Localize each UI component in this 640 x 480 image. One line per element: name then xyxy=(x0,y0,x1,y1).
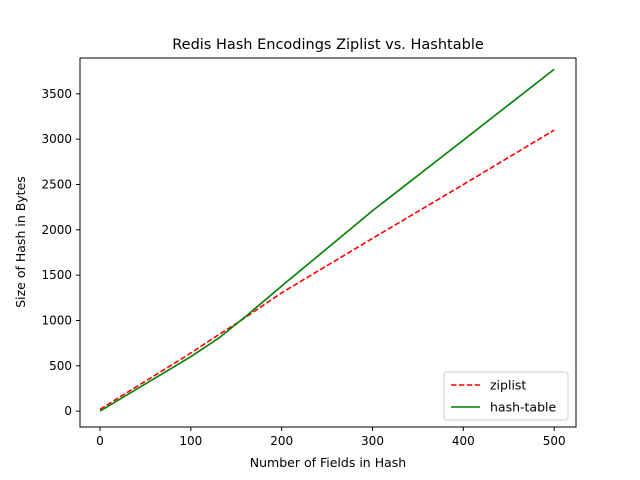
plot-area: 0 100 200 300 400 500 0 500 1000 1500 2000 2500 3000… xyxy=(41,57,577,448)
x-tick-label: 500 xyxy=(543,434,566,448)
x-tick-label: 100 xyxy=(179,434,202,448)
x-tick-label: 0 xyxy=(96,434,104,448)
y-tick-label: 2000 xyxy=(41,223,72,237)
legend-box xyxy=(443,371,569,421)
series-line-ziplist xyxy=(99,129,555,410)
x-tick-label: 300 xyxy=(361,434,384,448)
y-tick-label: 2500 xyxy=(41,177,72,191)
legend: ziplist hash-table xyxy=(443,371,569,421)
x-tick-label: 200 xyxy=(270,434,293,448)
plot-frame xyxy=(79,57,577,428)
y-axis-label: Size of Hash in Bytes xyxy=(13,176,28,308)
series-line-hash-table xyxy=(99,68,555,412)
legend-label-hash-table: hash-table xyxy=(490,400,556,415)
y-tick-label: 3500 xyxy=(41,87,72,101)
y-tick-label: 0 xyxy=(64,404,72,418)
x-axis-label: Number of Fields in Hash xyxy=(250,455,406,470)
legend-label-ziplist: ziplist xyxy=(490,378,526,393)
x-tick-label: 400 xyxy=(452,434,475,448)
y-tick-label: 500 xyxy=(49,359,72,373)
chart-title: Redis Hash Encodings Ziplist vs. Hashtab… xyxy=(172,37,484,53)
y-tick-label: 1500 xyxy=(41,268,72,282)
y-tick-label: 3000 xyxy=(41,132,72,146)
y-tick-label: 1000 xyxy=(41,313,72,327)
